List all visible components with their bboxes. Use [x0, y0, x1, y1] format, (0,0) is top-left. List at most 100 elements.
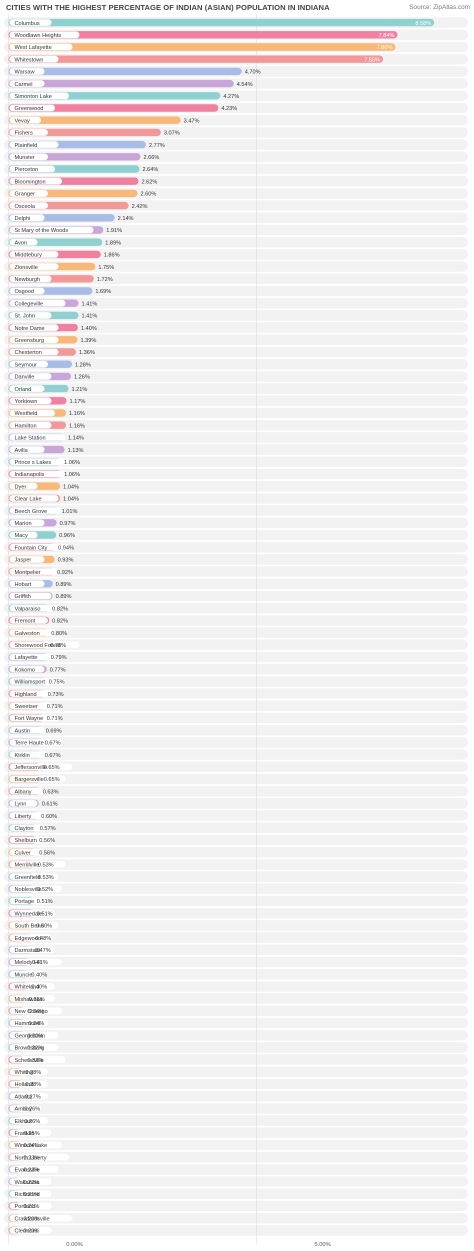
row-background — [4, 724, 468, 736]
category-label: Newburgh — [15, 277, 41, 283]
category-label: Clayton — [15, 826, 34, 832]
value-label: 1.36% — [79, 350, 95, 356]
category-label-pill — [9, 848, 45, 856]
category-label-pill — [9, 739, 62, 746]
row-background — [4, 1212, 468, 1224]
row-background — [4, 956, 468, 968]
category-label: Prince s Lakes — [15, 460, 52, 466]
category-label-pill — [9, 1227, 52, 1234]
category-label-pill — [9, 653, 55, 661]
category-label-pill — [9, 226, 94, 234]
category-label: Osgood — [15, 289, 35, 295]
row-background — [4, 810, 468, 821]
value-label: 2.60% — [141, 192, 157, 198]
category-label: Lake Station — [15, 436, 46, 442]
category-label-pill — [9, 1190, 52, 1198]
category-label-pill — [9, 1141, 62, 1149]
category-label: Terre Haute — [15, 741, 44, 747]
category-label: Columbus — [15, 21, 40, 27]
row-background — [4, 981, 468, 992]
value-label: 0.73% — [48, 692, 64, 698]
value-label: 1.91% — [106, 228, 122, 234]
category-label: Carmel — [15, 82, 33, 88]
row-background — [4, 1078, 468, 1090]
row-background — [4, 602, 468, 614]
category-label-pill — [9, 312, 52, 319]
value-label: 0.35% — [29, 997, 45, 1003]
value-label: 0.65% — [44, 765, 60, 771]
category-label: Chesterton — [15, 350, 42, 356]
category-label-pill — [9, 397, 52, 405]
category-label: Valparaiso — [15, 606, 41, 612]
category-label-pill — [9, 702, 52, 710]
category-label: Kirklin — [15, 753, 30, 759]
row-background — [4, 517, 468, 529]
row-background — [4, 737, 468, 748]
category-label: Delphi — [15, 216, 31, 222]
category-label: Montpelier — [15, 570, 41, 576]
value-label: 1.13% — [68, 448, 84, 454]
value-label: 1.28% — [75, 362, 91, 368]
category-label: Franklin — [15, 1131, 35, 1137]
value-label: 0.20% — [24, 1229, 40, 1235]
category-label: Griffith — [15, 594, 31, 600]
category-label-pill — [9, 751, 48, 758]
category-label: St. John — [15, 314, 36, 320]
value-label: 0.28% — [25, 1070, 41, 1076]
row-background — [4, 358, 468, 370]
category-label-pill — [9, 787, 45, 795]
bar — [8, 116, 181, 124]
row-background — [4, 859, 468, 870]
row-background — [4, 688, 468, 699]
category-label-pill — [9, 629, 55, 636]
category-label: Munster — [15, 155, 35, 161]
category-label-pill — [9, 946, 55, 954]
row-background — [4, 236, 468, 248]
value-label: 0.56% — [39, 838, 55, 844]
category-label: Macy — [15, 533, 29, 539]
value-label: 0.51% — [37, 899, 53, 905]
category-label: Whiting — [15, 1070, 34, 1076]
chart-title: CITIES WITH THE HIGHEST PERCENTAGE OF IN… — [6, 3, 330, 12]
category-label-pill — [9, 1153, 69, 1161]
value-label: 0.32% — [27, 1033, 43, 1039]
category-label-pill — [9, 336, 59, 344]
row-background — [4, 212, 468, 224]
category-label-pill — [9, 165, 55, 173]
category-label: Warsaw — [15, 70, 36, 76]
value-label: 0.89% — [56, 582, 72, 588]
value-label: 1.69% — [95, 289, 111, 295]
value-label: 4.27% — [223, 94, 239, 100]
category-label-pill — [9, 324, 59, 331]
row-background — [4, 627, 468, 638]
category-label-pill — [9, 922, 59, 929]
category-label: Danville — [15, 375, 35, 381]
category-label-pill — [9, 55, 59, 63]
category-label-pill — [9, 714, 59, 722]
row-background — [4, 1176, 468, 1187]
value-label: 0.56% — [39, 850, 55, 856]
category-label: Indianapolis — [15, 472, 45, 478]
row-background — [4, 1029, 468, 1041]
row-background — [4, 297, 468, 309]
category-label-pill — [9, 519, 45, 527]
row-background — [4, 529, 468, 541]
row-background — [4, 676, 468, 687]
value-label: 1.89% — [105, 240, 121, 246]
value-label: 0.94% — [58, 545, 74, 551]
category-label: Evansville — [15, 1168, 40, 1174]
category-label: Seymour — [15, 362, 38, 368]
row-background — [4, 773, 468, 785]
category-label-pill — [9, 68, 45, 75]
value-label: 1.04% — [63, 484, 79, 490]
category-label-pill — [9, 470, 66, 478]
category-label: New Chicago — [15, 1009, 48, 1015]
category-label-pill — [9, 836, 52, 844]
category-label: Fountain City — [15, 545, 48, 551]
category-label: Collegeville — [15, 301, 44, 307]
value-label: 0.53% — [38, 875, 54, 881]
category-label: Lafayette — [15, 655, 38, 661]
value-label: 1.06% — [64, 472, 80, 478]
category-label: Beech Grove — [15, 509, 48, 515]
category-label: Muncie — [15, 972, 33, 978]
